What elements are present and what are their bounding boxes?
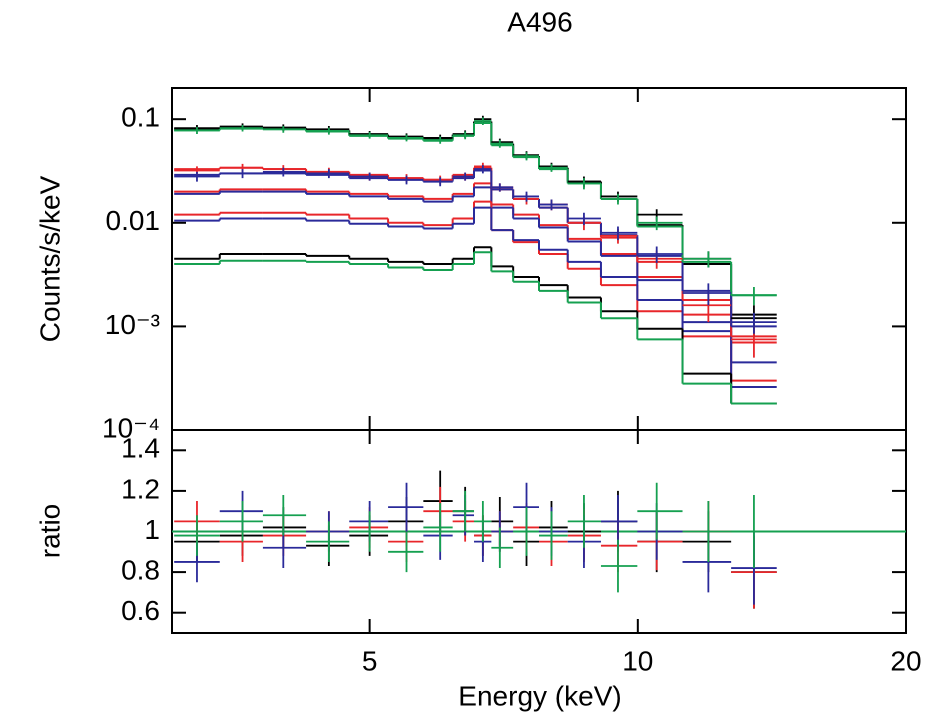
data-point [491, 183, 514, 192]
x-tick-label: 5 [362, 645, 378, 676]
data-point [423, 511, 453, 560]
data-point [388, 482, 424, 532]
data-point [539, 507, 568, 556]
data-point [600, 193, 638, 205]
data-point [388, 531, 424, 573]
data-point [682, 531, 732, 593]
data-point [682, 501, 732, 562]
data-point [262, 515, 307, 556]
data-point [349, 511, 389, 552]
data-point [474, 165, 492, 174]
data-point [682, 283, 732, 306]
data-point [262, 507, 307, 548]
data-point [600, 229, 638, 244]
data-point [306, 127, 350, 135]
x-tick-label: 10 [622, 645, 653, 676]
data-point [539, 199, 568, 211]
data-point [423, 175, 453, 185]
data-point [567, 494, 601, 548]
data-point [474, 117, 492, 125]
data-point [306, 521, 350, 562]
data-point [491, 511, 514, 552]
plot-frame [171, 87, 907, 431]
data-point [219, 169, 263, 179]
chart-title: A496 [507, 6, 572, 37]
data-point [219, 124, 263, 132]
data-point [600, 226, 638, 241]
data-point [349, 132, 389, 139]
data-point [637, 246, 683, 263]
y-axis-label: ratio [34, 504, 65, 558]
data-point [682, 511, 732, 573]
data-point [600, 191, 638, 202]
data-point [423, 177, 453, 187]
data-point [423, 136, 453, 144]
data-point [600, 519, 638, 573]
data-point [423, 470, 453, 532]
data-point [174, 515, 220, 556]
data-point [513, 152, 539, 161]
data-point [491, 527, 514, 569]
data-point [491, 496, 514, 546]
data-point [637, 216, 683, 231]
data-point [174, 127, 220, 134]
data-point [262, 494, 307, 536]
data-point [349, 172, 389, 181]
data-point [539, 163, 568, 172]
data-point [539, 517, 568, 567]
data-point [474, 501, 492, 542]
data-point [452, 490, 475, 532]
data-point [452, 131, 475, 140]
data-point [219, 501, 263, 542]
data-point [388, 134, 424, 142]
data-point [452, 172, 475, 181]
data-point [567, 212, 601, 226]
data-point [219, 521, 263, 562]
data-point [262, 125, 307, 133]
y-tick-label: 1.4 [121, 433, 160, 464]
data-point [600, 494, 638, 548]
data-point [637, 209, 683, 221]
data-point [219, 490, 263, 532]
data-point [539, 511, 568, 560]
data-point [539, 501, 568, 554]
y-tick-label: 1 [144, 514, 160, 545]
data-point [262, 527, 307, 569]
data-point [491, 139, 514, 148]
data-point [262, 167, 307, 177]
data-point [423, 503, 453, 552]
y-tick-label: 0.6 [121, 595, 160, 626]
data-point [513, 507, 539, 556]
y-tick-label: 0.01 [106, 205, 161, 236]
x-axis-label: Energy (keV) [458, 680, 621, 711]
data-point [349, 507, 389, 548]
data-point [637, 482, 683, 540]
data-point [452, 494, 475, 536]
y-tick-label: 1.2 [121, 473, 160, 504]
data-point [600, 539, 638, 593]
x-tick-label: 20 [890, 645, 921, 676]
y-tick-label: 10⁻³ [105, 309, 160, 340]
data-point [219, 163, 263, 172]
y-tick-label: 0.8 [121, 554, 160, 585]
data-point [731, 287, 777, 306]
data-point [306, 169, 350, 179]
data-point [567, 178, 601, 190]
data-point [682, 251, 732, 268]
y-tick-label: 0.1 [121, 102, 160, 133]
data-point [731, 494, 777, 569]
data-point [513, 191, 539, 202]
data-point [682, 293, 732, 323]
y-axis-label: Counts/s/keV [34, 175, 65, 342]
data-point [174, 171, 220, 182]
data-point [637, 513, 683, 571]
y-tick-label: 10⁻⁴ [102, 412, 160, 443]
data-point [731, 312, 777, 334]
data-point [388, 175, 424, 185]
data-point [452, 501, 475, 542]
